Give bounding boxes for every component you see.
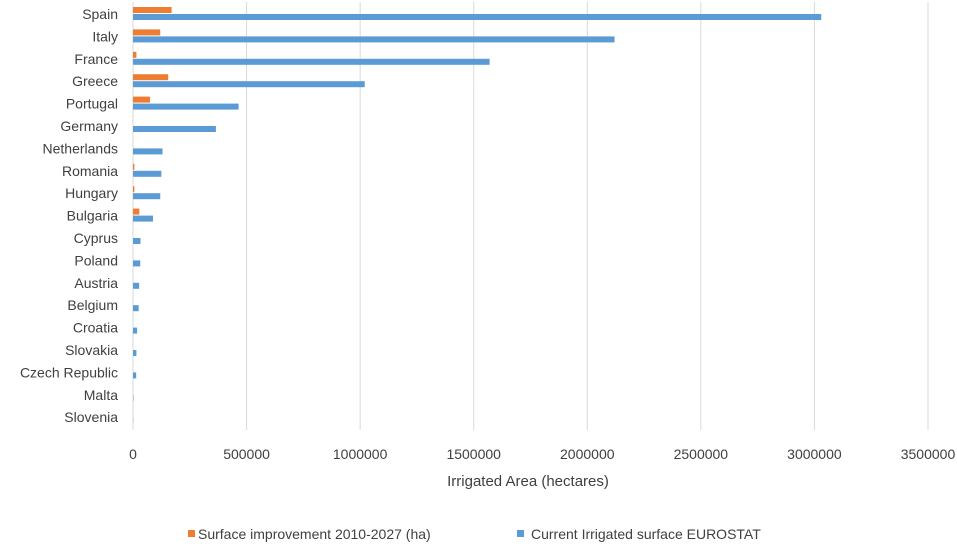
bar-current-irrigated <box>133 350 137 356</box>
bar-surface-improvement <box>133 96 151 103</box>
bar-surface-improvement <box>133 29 161 36</box>
x-tick-label: 2500000 <box>674 446 729 462</box>
bar-surface-improvement <box>133 7 172 13</box>
category-label: Italy <box>92 28 118 44</box>
bars <box>133 7 822 424</box>
category-label: Netherlands <box>43 140 119 156</box>
category-label: Belgium <box>67 297 118 313</box>
bar-surface-improvement <box>133 51 137 58</box>
category-label: France <box>74 51 118 67</box>
bar-current-irrigated <box>133 260 141 267</box>
category-labels: Spain Italy France Greece Portugal Germany Net… <box>20 6 118 425</box>
bar-current-irrigated <box>133 282 140 289</box>
bar-current-irrigated <box>133 372 137 379</box>
bar-current-irrigated <box>133 14 822 20</box>
bar-surface-improvement <box>133 74 169 81</box>
bar-current-irrigated <box>133 36 615 43</box>
x-axis-title: Irrigated Area (hectares) <box>447 473 609 490</box>
legend-label: Current Irrigated surface EUROSTAT <box>531 526 761 542</box>
gridlines <box>132 2 929 430</box>
x-tick-label: 3000000 <box>787 446 842 462</box>
x-tick-label: 1500000 <box>446 446 501 462</box>
category-label: Austria <box>74 275 118 291</box>
bar-current-irrigated <box>133 148 163 155</box>
x-tick-label: 2000000 <box>560 446 615 462</box>
x-tick-label: 1000000 <box>333 446 388 462</box>
category-label: Czech Republic <box>20 364 118 380</box>
bar-current-irrigated <box>133 170 162 177</box>
bar-current-irrigated <box>133 305 139 312</box>
category-label: Slovakia <box>65 342 118 358</box>
bar-current-irrigated <box>133 327 138 334</box>
legend-swatch <box>188 530 195 537</box>
x-tick-label: 0 <box>129 446 137 462</box>
category-label: Malta <box>84 387 118 403</box>
legend-swatch <box>517 530 524 537</box>
legend-label: Surface improvement 2010-2027 (ha) <box>198 526 431 542</box>
category-label: Cyprus <box>74 230 118 246</box>
x-tick-label: 500000 <box>223 446 270 462</box>
category-label: Poland <box>74 252 118 268</box>
category-label: Romania <box>62 163 118 179</box>
bar-surface-improvement <box>133 186 135 193</box>
bar-current-irrigated <box>133 215 153 222</box>
x-tick-labels: 0 500000 1000000 1500000 2000000 2500000 30000… <box>129 446 955 462</box>
category-label: Greece <box>72 73 118 89</box>
legend: Surface improvement 2010-2027 (ha) Curren… <box>188 526 761 542</box>
bar-current-irrigated <box>133 81 365 88</box>
category-label: Spain <box>82 6 118 22</box>
bar-surface-improvement <box>133 163 135 170</box>
x-tick-label: 3500000 <box>901 446 956 462</box>
category-label: Slovenia <box>64 409 118 425</box>
bar-current-irrigated <box>133 238 141 244</box>
category-label: Bulgaria <box>67 208 119 224</box>
bar-current-irrigated <box>133 193 161 200</box>
category-label: Croatia <box>73 320 118 336</box>
category-label: Germany <box>60 118 118 134</box>
bar-surface-improvement <box>133 208 140 215</box>
category-label: Hungary <box>65 185 118 201</box>
category-label: Portugal <box>66 96 118 112</box>
bar-current-irrigated <box>133 126 216 132</box>
bar-current-irrigated <box>133 103 239 110</box>
bar-current-irrigated <box>133 58 490 65</box>
